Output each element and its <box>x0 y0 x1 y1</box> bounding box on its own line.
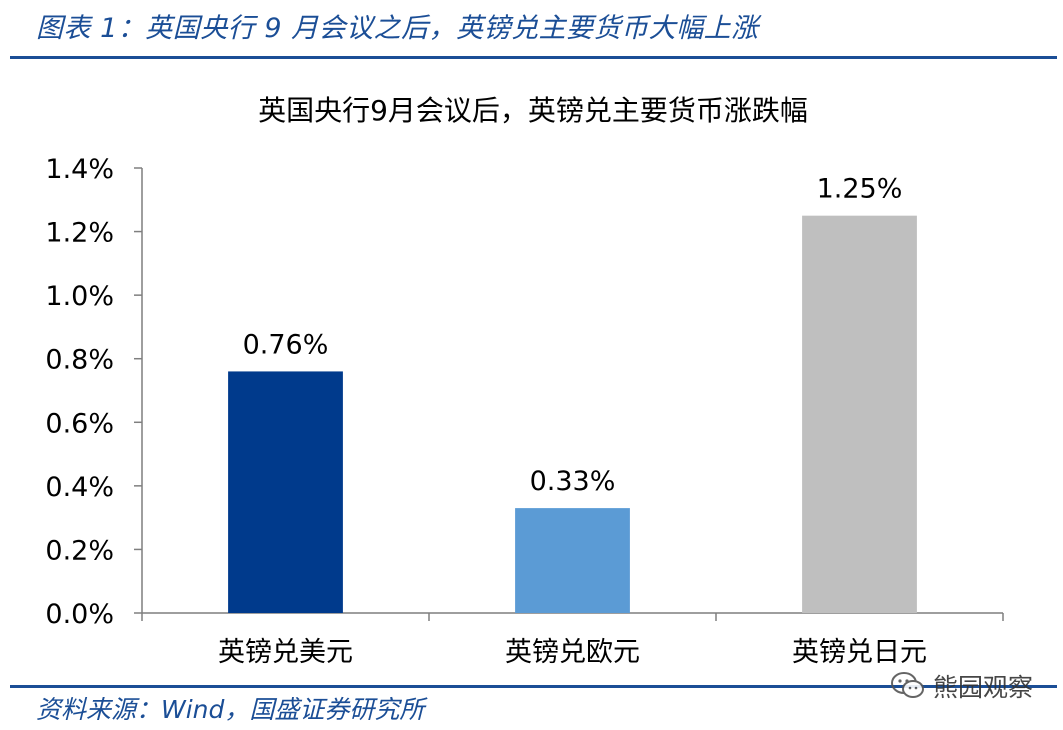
chart-area: 英国央行9月会议后，英镑兑主要货币涨跌幅 0.0% 0.2% 0.4% 0.6% 0.8… <box>0 60 1063 685</box>
data-label: 1.25% <box>817 174 903 205</box>
x-tick-label: 英镑兑美元 <box>218 637 353 668</box>
watermark-text: 熊园观察 <box>932 673 1033 702</box>
y-tick-label: 1.2% <box>45 218 114 249</box>
wechat-icon <box>890 671 925 701</box>
footer-rule <box>10 685 1057 688</box>
y-tick-label: 0.8% <box>45 345 114 376</box>
figure-footer: 资料来源：Wind，国盛证券研究所 熊园观察 <box>0 672 1063 730</box>
data-label: 0.76% <box>243 329 329 360</box>
y-tick-label: 0.4% <box>45 472 114 503</box>
bar <box>515 508 630 613</box>
value-labels: 0.76% 0.33% 1.25% <box>243 174 903 497</box>
x-axis <box>141 612 1004 621</box>
figure-title: 图表 1：英国央行 9 月会议之后，英镑兑主要货币大幅上涨 <box>36 13 759 44</box>
y-tick-label: 1.0% <box>45 281 114 312</box>
figure-header: 图表 1：英国央行 9 月会议之后，英镑兑主要货币大幅上涨 <box>0 0 1063 60</box>
x-tick-labels: 英镑兑美元 英镑兑欧元 英镑兑日元 <box>218 637 927 668</box>
header-rule <box>10 56 1057 59</box>
y-tick-label: 0.2% <box>45 535 114 566</box>
y-tick-label: 0.0% <box>45 599 114 630</box>
watermark: 熊园观察 <box>890 668 1033 704</box>
bar-chart: 英国央行9月会议后，英镑兑主要货币涨跌幅 0.0% 0.2% 0.4% 0.6% 0.8… <box>45 94 1004 668</box>
x-tick-label: 英镑兑欧元 <box>505 637 640 668</box>
bar <box>228 371 343 613</box>
data-label: 0.33% <box>530 466 616 497</box>
x-tick-label: 英镑兑日元 <box>792 637 927 668</box>
bars <box>228 215 917 613</box>
y-axis: 0.0% 0.2% 0.4% 0.6% 0.8% 1.0% 1.2% 1.4% <box>45 154 143 630</box>
bar <box>802 215 917 613</box>
source-note: 资料来源：Wind，国盛证券研究所 <box>36 695 425 724</box>
y-tick-label: 1.4% <box>45 154 114 185</box>
y-tick-label: 0.6% <box>45 408 114 439</box>
chart-title: 英国央行9月会议后，英镑兑主要货币涨跌幅 <box>258 94 808 127</box>
